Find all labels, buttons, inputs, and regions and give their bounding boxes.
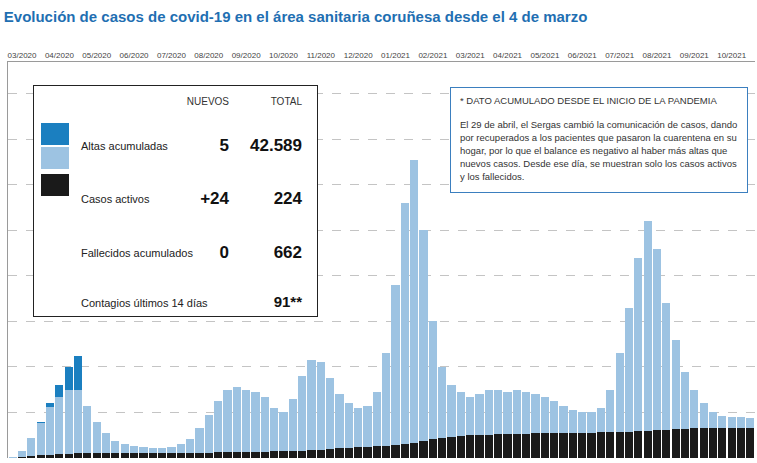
svg-text:09/2021: 09/2021 [680,51,709,60]
svg-text:Evolución de casos de covid-19: Evolución de casos de covid-19 en el áre… [4,8,588,25]
html-text:Contagios últimos 14 días: Contagios últimos 14 días [81,297,208,309]
html-text:Altas acumuladas: Altas acumuladas [81,140,168,152]
svg-text:03/2021: 03/2021 [456,51,485,60]
svg-text:10/2021: 10/2021 [717,51,746,60]
html-text:NUEVOS: NUEVOS [186,96,229,107]
html-text:91**: 91** [273,293,302,310]
html-text:224: 224 [273,189,302,208]
svg-text:06/2021: 06/2021 [568,51,597,60]
svg-text:07/2021: 07/2021 [605,51,634,60]
svg-text:04/2021: 04/2021 [493,51,522,60]
svg-text:02/2021: 02/2021 [418,51,447,60]
svg-text:12/2020: 12/2020 [344,51,373,60]
svg-text:09/2020: 09/2020 [232,51,261,60]
html-text:TOTAL: TOTAL [270,96,302,107]
svg-text:04/2020: 04/2020 [45,51,74,60]
html-text:662: 662 [273,243,302,262]
svg-text:01/2021: 01/2021 [381,51,410,60]
svg-text:05/2021: 05/2021 [530,51,559,60]
svg-text:06/2020: 06/2020 [120,51,149,60]
html-text:42.589: 42.589 [250,136,302,155]
html-text:El 29 de abril, el Sergas camb: El 29 de abril, el Sergas cambió la comu… [460,119,738,182]
svg-text:07/2020: 07/2020 [157,51,186,60]
svg-text:03/2020: 03/2020 [8,51,37,60]
svg-text:05/2020: 05/2020 [82,51,111,60]
html-text:Casos activos: Casos activos [81,193,150,205]
html-text:Fallecidos acumulados: Fallecidos acumulados [81,247,193,259]
svg-text:11/2020: 11/2020 [307,51,336,60]
html-text:0: 0 [219,243,229,262]
html-text:* DATO ACUMULADO DESDE EL INIC: * DATO ACUMULADO DESDE EL INICIO DE LA P… [460,95,717,106]
html-text:5: 5 [219,136,229,155]
svg-text:08/2020: 08/2020 [194,51,223,60]
svg-text:08/2021: 08/2021 [642,51,671,60]
html-text:+24: +24 [200,189,229,208]
svg-text:10/2020: 10/2020 [269,51,298,60]
